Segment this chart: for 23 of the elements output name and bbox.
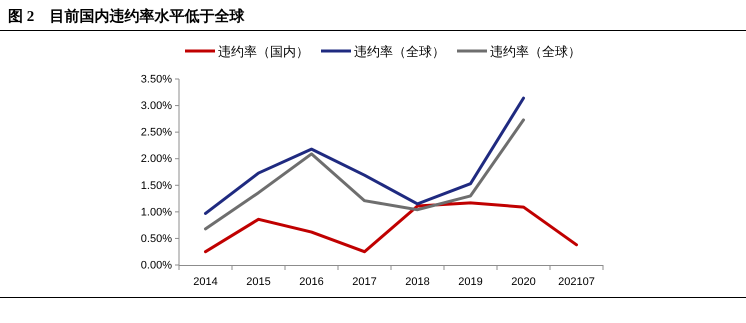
line-series bbox=[204, 96, 525, 215]
x-tick-label: 2014 bbox=[193, 276, 218, 288]
legend-label: 违约率（全球） bbox=[490, 44, 581, 59]
line-series bbox=[204, 118, 525, 230]
x-tick-label: 202107 bbox=[558, 276, 595, 288]
y-tick-label: 0.50% bbox=[140, 232, 172, 245]
x-tick-label: 2018 bbox=[405, 276, 430, 288]
legend-label: 违约率（国内） bbox=[218, 44, 309, 59]
x-tick-label: 2017 bbox=[352, 276, 377, 288]
y-tick-label: 2.50% bbox=[140, 126, 172, 139]
y-tick-label: 3.00% bbox=[140, 100, 172, 112]
x-tick-label: 2020 bbox=[511, 276, 536, 288]
x-tick-label: 2019 bbox=[458, 276, 483, 288]
y-tick-label: 0.00% bbox=[140, 260, 172, 272]
y-tick-label: 3.50% bbox=[140, 74, 172, 86]
chart-title: 图 2 目前国内违约率水平低于全球 bbox=[8, 7, 246, 25]
y-tick-label: 2.00% bbox=[140, 153, 172, 166]
line-series bbox=[204, 201, 578, 254]
legend-label: 违约率（全球） bbox=[354, 44, 445, 59]
x-tick-label: 2016 bbox=[299, 276, 324, 288]
x-tick-label: 2015 bbox=[246, 276, 271, 288]
y-tick-label: 1.00% bbox=[140, 206, 172, 218]
y-tick-label: 1.50% bbox=[140, 180, 172, 192]
